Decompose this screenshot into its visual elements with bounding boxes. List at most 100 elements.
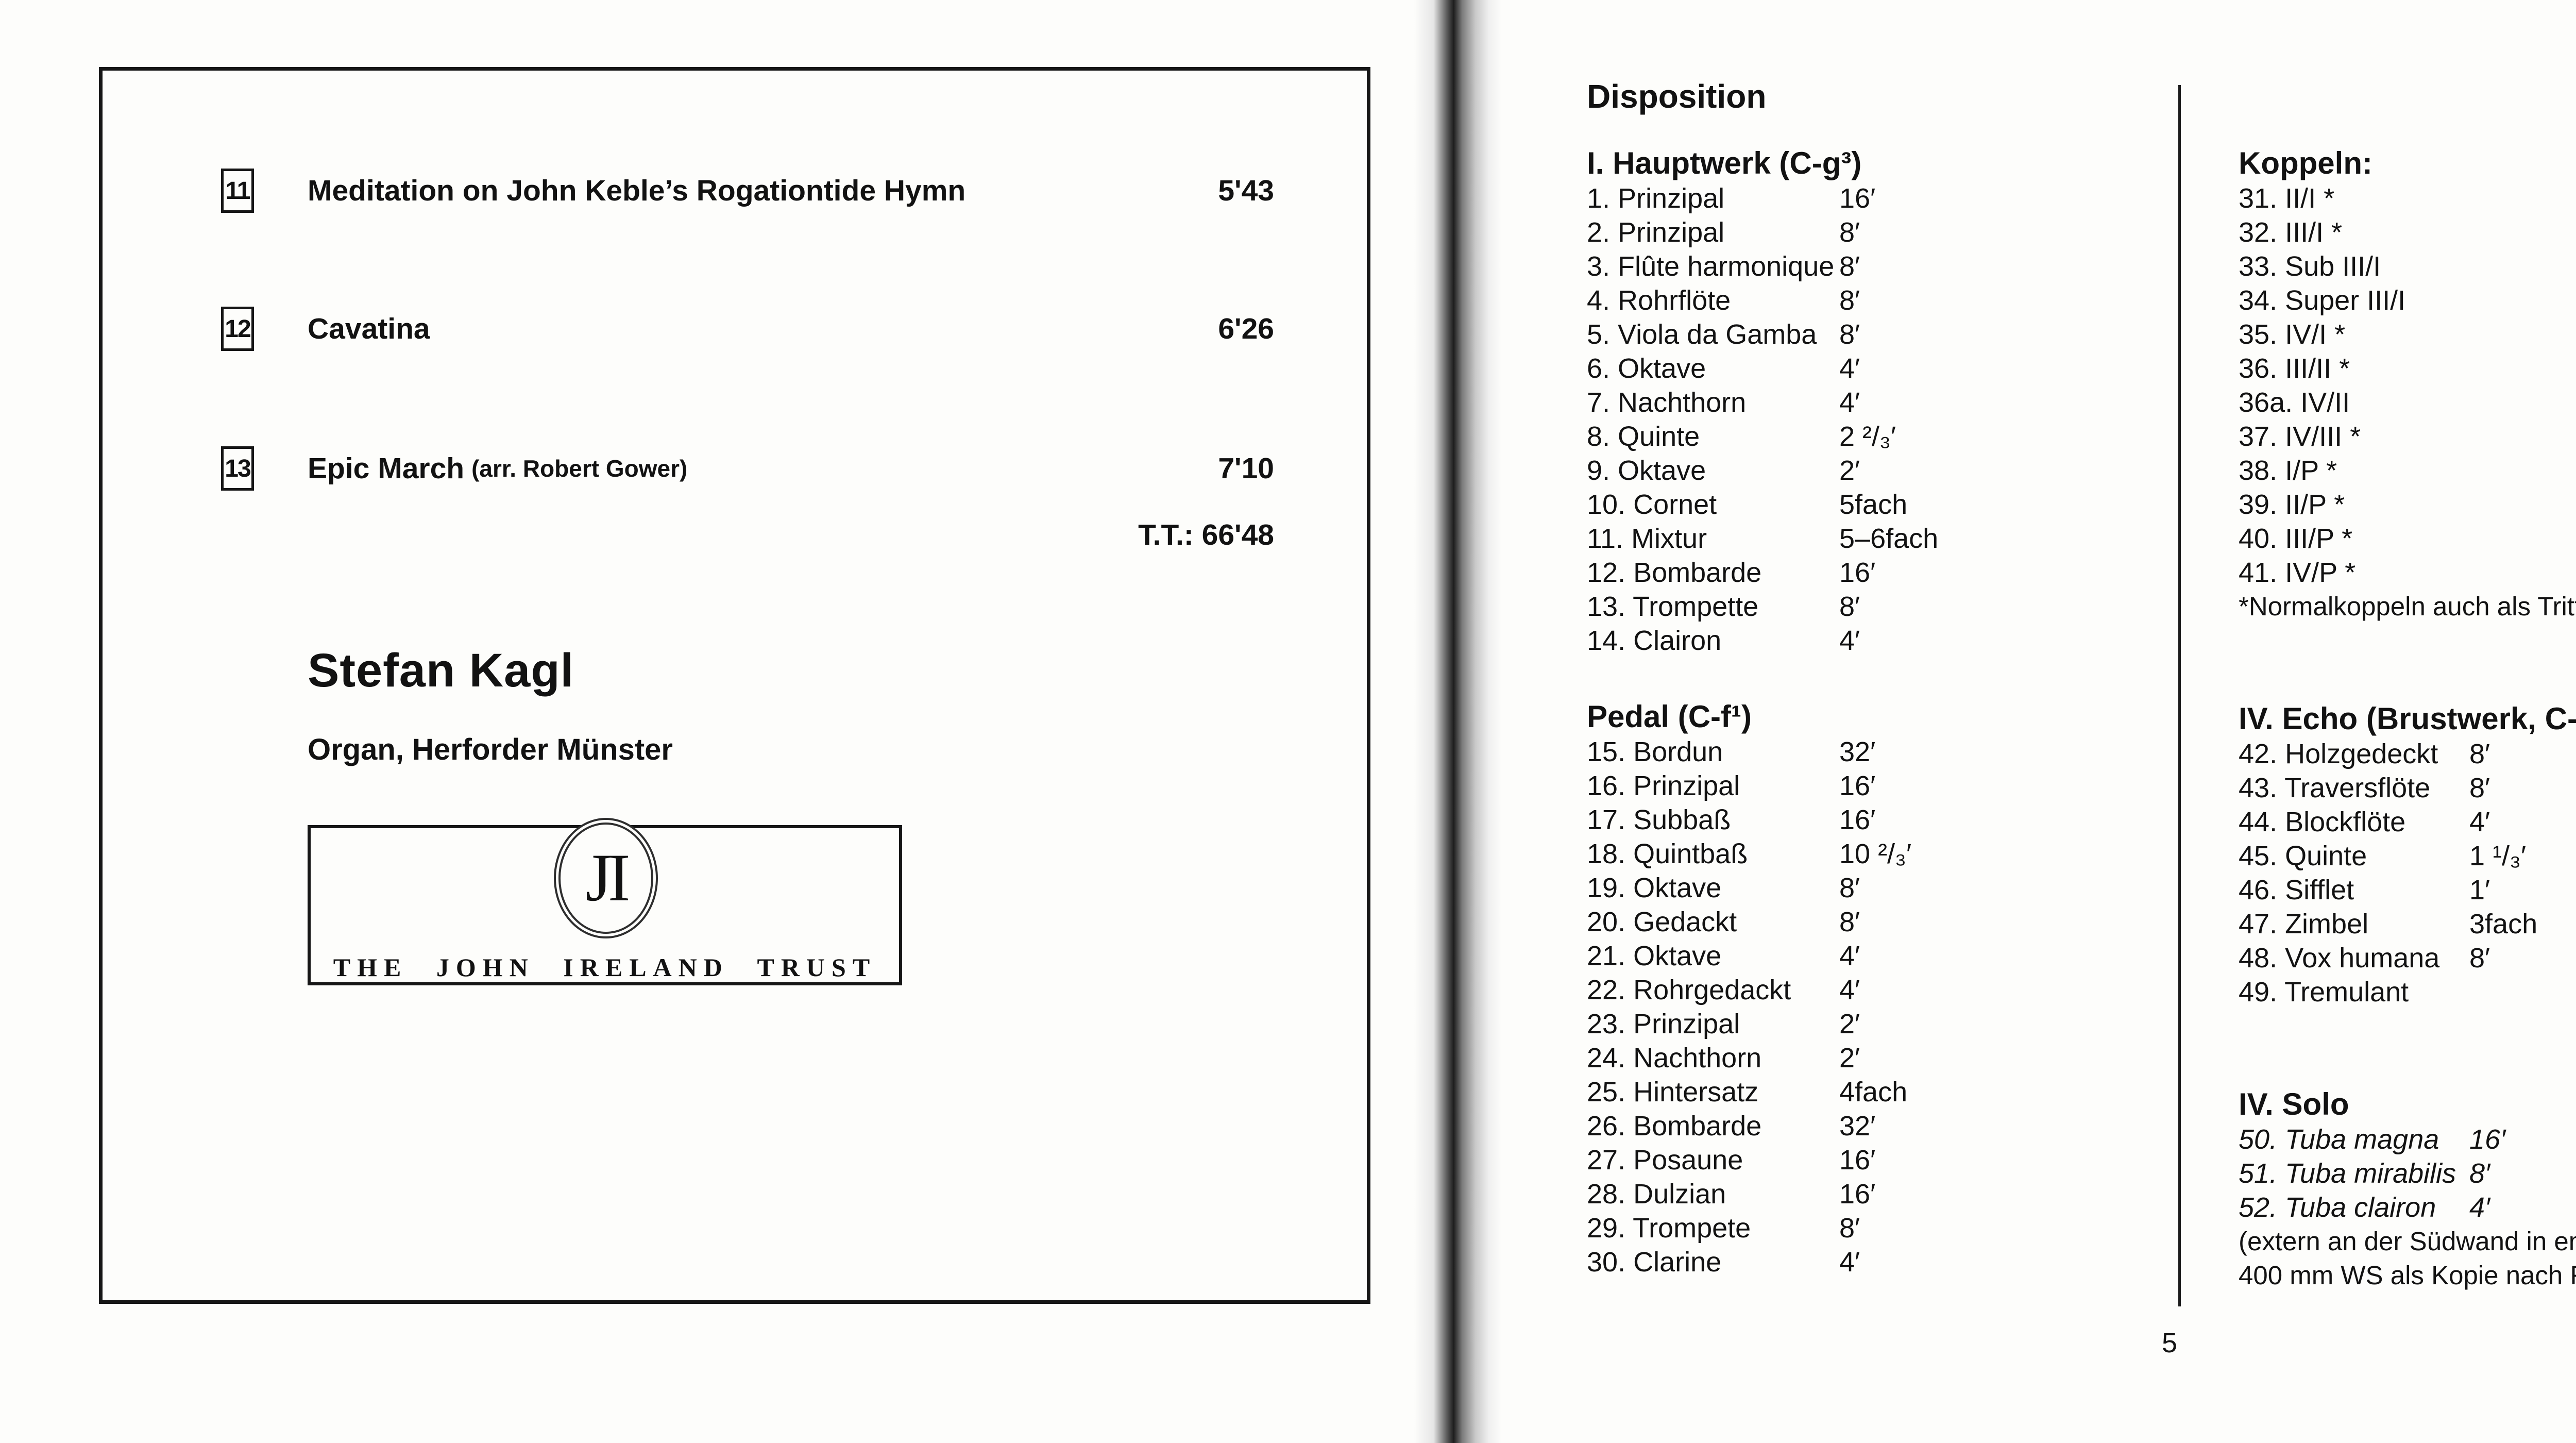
- stop-value: 4fach: [1839, 1077, 1908, 1108]
- track-time: 5'43: [1218, 174, 1274, 207]
- stop-row: 35. IV/I *: [2239, 317, 2576, 351]
- stop-label: 44. Blockflöte: [2239, 807, 2406, 837]
- stop-value: 3fach: [2469, 909, 2538, 939]
- stop-label: 7. Nachthorn: [1587, 387, 1747, 418]
- page-title: Disposition: [1587, 78, 1767, 115]
- stop-row: 13. Trompette 8′: [1587, 590, 2184, 624]
- stop-row: 29. Trompete 8′: [1587, 1211, 2184, 1245]
- stop-value: 16′: [1839, 183, 1876, 214]
- stop-label: 5. Viola da Gamba: [1587, 319, 1817, 350]
- stop-row: 5. Viola da Gamba 8′: [1587, 317, 2184, 351]
- stop-row: 51. Tuba mirabilis 8′: [2239, 1156, 2576, 1190]
- stop-value: 5fach: [1839, 489, 1908, 520]
- page-number: 5: [2162, 1328, 2178, 1358]
- stop-row: 21. Oktave 4′: [1587, 939, 2184, 973]
- stop-value: 4′: [2469, 1192, 2490, 1223]
- stop-label: 46. Sifflet: [2239, 875, 2354, 905]
- section-header: I. Hauptwerk (C-g³): [1587, 146, 1862, 180]
- stop-value: 5–6fach: [1839, 523, 1939, 554]
- stop-label: 12. Bombarde: [1587, 557, 1762, 588]
- stop-row: 47. Zimbel 3fach: [2239, 907, 2576, 941]
- stop-value: 10 ²/₃′: [1839, 838, 1912, 869]
- stop-row: 19. Oktave 8′: [1587, 871, 2184, 905]
- stop-label: 26. Bombarde: [1587, 1111, 1762, 1142]
- stop-label: 30. Clarine: [1587, 1247, 1722, 1278]
- track-title: Meditation on John Keble’s Rogationtide …: [308, 174, 966, 207]
- stop-row: 34. Super III/I: [2239, 283, 2576, 317]
- stop-label: 10. Cornet: [1587, 489, 1717, 520]
- stop-label: 15. Bordun: [1587, 736, 1723, 767]
- stop-label: 32. III/I *: [2239, 217, 2343, 248]
- section-header: Pedal (C-f¹): [1587, 699, 1752, 734]
- logo-monogram-ring-icon: JI: [554, 818, 658, 938]
- stop-label: 20. Gedackt: [1587, 907, 1737, 937]
- stop-value: 32′: [1839, 1111, 1876, 1142]
- stop-section: I. Hauptwerk (C-g³) 1. Prinzipal 16′ 2. Pri…: [1587, 145, 2184, 658]
- stop-section: Pedal (C-f¹) 15. Bordun 32′ 16. Prinzipal 16…: [1587, 699, 2184, 1279]
- stop-row: 42. Holzgedeckt 8′: [2239, 737, 2576, 771]
- john-ireland-trust-logo: JI THE JOHN IRELAND TRUST: [308, 818, 902, 985]
- artist-name: Stefan Kagl: [308, 644, 574, 697]
- stop-label: 6. Oktave: [1587, 353, 1706, 384]
- stop-value: 16′: [1839, 557, 1876, 588]
- stop-value: 8′: [1839, 217, 1860, 248]
- stop-row: 46. Sifflet 1′: [2239, 873, 2576, 907]
- stop-row: 2. Prinzipal 8′: [1587, 215, 2184, 249]
- track-number: 12: [225, 315, 251, 343]
- stop-label: 42. Holzgedeckt: [2239, 739, 2438, 769]
- stop-row: 14. Clairon 4′: [1587, 624, 2184, 658]
- stop-value: 4′: [1839, 387, 1860, 418]
- section-footnote: *Normalkoppeln auch als Tritte: [2239, 592, 2576, 621]
- stop-label: 16. Prinzipal: [1587, 770, 1740, 801]
- stop-row: 17. Subbaß 16′: [1587, 803, 2184, 837]
- stop-label: 38. I/P *: [2239, 455, 2337, 486]
- stop-row: 3. Flûte harmonique 8′: [1587, 249, 2184, 283]
- stop-label: 31. II/I *: [2239, 183, 2335, 214]
- stop-label: 19. Oktave: [1587, 872, 1722, 903]
- stop-row: 45. Quinte 1 ¹/₃′: [2239, 839, 2576, 873]
- stop-label: 22. Rohrgedackt: [1587, 975, 1791, 1005]
- stop-label: 29. Trompete: [1587, 1213, 1751, 1244]
- booklet-spine-shadow: [1414, 0, 1502, 1443]
- stop-label: 28. Dulzian: [1587, 1179, 1726, 1210]
- section-header: Koppeln:: [2239, 146, 2372, 180]
- stop-row: 4. Rohrflöte 8′: [1587, 283, 2184, 317]
- track-time: 6'26: [1218, 312, 1274, 345]
- stop-value: 4′: [1839, 941, 1860, 971]
- stop-label: 40. III/P *: [2239, 523, 2353, 554]
- stop-row: 26. Bombarde 32′: [1587, 1109, 2184, 1143]
- stop-value: 4′: [1839, 353, 1860, 384]
- stop-value: 16′: [1839, 1145, 1876, 1176]
- stop-label: 21. Oktave: [1587, 941, 1722, 971]
- track-number: 13: [225, 455, 251, 482]
- stop-row: 52. Tuba clairon 4′: [2239, 1190, 2576, 1224]
- stop-row: 30. Clarine 4′: [1587, 1245, 2184, 1279]
- stop-label: 51. Tuba mirabilis: [2239, 1158, 2456, 1189]
- stop-value: 2′: [1839, 1009, 1860, 1039]
- stop-row: 50. Tuba magna 16′: [2239, 1122, 2576, 1156]
- stop-row: 44. Blockflöte 4′: [2239, 805, 2576, 839]
- stop-value: 16′: [1839, 770, 1876, 801]
- stop-label: 34. Super III/I: [2239, 285, 2406, 316]
- logo-monogram: JI: [585, 839, 630, 915]
- stop-value: 8′: [1839, 591, 1860, 622]
- stop-row: 41. IV/P *: [2239, 556, 2576, 590]
- stop-value: 8′: [1839, 872, 1860, 903]
- stop-label: 1. Prinzipal: [1587, 183, 1725, 214]
- track-row: 12 Cavatina 6'26: [221, 300, 1274, 357]
- section-header: IV. Solo: [2239, 1087, 2349, 1121]
- stop-value: 2 ²/₃′: [1839, 421, 1896, 452]
- stop-row: 22. Rohrgedackt 4′: [1587, 973, 2184, 1007]
- stop-label: 39. II/P *: [2239, 489, 2345, 520]
- stop-row: 49. Tremulant: [2239, 975, 2576, 1009]
- stop-label: 36. III/II *: [2239, 353, 2350, 384]
- stop-row: 9. Oktave 2′: [1587, 454, 2184, 488]
- stop-row: 40. III/P *: [2239, 522, 2576, 556]
- track-title: Epic March: [308, 452, 465, 485]
- stop-value: 8′: [1839, 285, 1860, 316]
- stop-value: 8′: [1839, 1213, 1860, 1244]
- stop-value: 8′: [2469, 1158, 2490, 1189]
- stop-row: 38. I/P *: [2239, 454, 2576, 488]
- stop-value: 32′: [1839, 736, 1876, 767]
- artist-role: Organ, Herforder Münster: [308, 733, 673, 766]
